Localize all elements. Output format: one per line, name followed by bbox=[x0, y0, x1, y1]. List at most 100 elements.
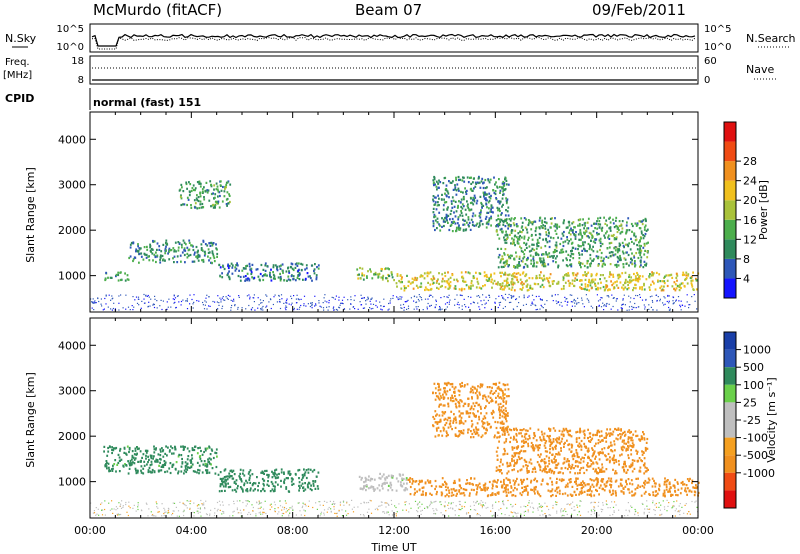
data-cell bbox=[640, 249, 643, 252]
data-cell bbox=[210, 192, 213, 196]
noise-right-tick-top: 10^5 bbox=[704, 24, 731, 35]
data-cell bbox=[632, 286, 635, 290]
data-cell bbox=[196, 452, 199, 455]
scatter-cell bbox=[593, 512, 596, 515]
data-cell bbox=[501, 182, 504, 185]
data-cell bbox=[646, 250, 649, 253]
data-cell bbox=[528, 461, 531, 464]
scatter-cell bbox=[672, 300, 674, 302]
scatter-cell bbox=[681, 506, 683, 508]
data-cell bbox=[594, 238, 597, 241]
scatter-cell bbox=[520, 506, 522, 508]
data-cell bbox=[432, 225, 435, 228]
data-cell bbox=[391, 273, 393, 276]
data-cell bbox=[627, 287, 630, 290]
data-cell bbox=[200, 449, 202, 453]
data-cell bbox=[543, 259, 545, 262]
scatter-cell bbox=[512, 515, 514, 517]
data-cell bbox=[503, 273, 505, 276]
data-cell bbox=[397, 480, 400, 483]
scatter-cell bbox=[430, 502, 432, 504]
data-cell bbox=[479, 272, 482, 275]
data-cell bbox=[683, 273, 686, 276]
scatter-cell bbox=[104, 508, 106, 511]
data-cell bbox=[465, 284, 468, 287]
scatter-cell bbox=[363, 515, 365, 517]
data-cell bbox=[283, 481, 286, 485]
data-cell bbox=[366, 275, 368, 278]
data-cell bbox=[447, 214, 450, 217]
data-cell bbox=[187, 455, 190, 458]
data-cell bbox=[497, 281, 499, 284]
data-cell bbox=[251, 263, 254, 266]
data-cell bbox=[460, 210, 462, 213]
scatter-cell bbox=[167, 512, 169, 514]
scatter-cell bbox=[480, 300, 482, 302]
data-cell bbox=[531, 221, 533, 224]
scatter-cell bbox=[245, 308, 247, 310]
data-cell bbox=[450, 223, 453, 226]
data-cell bbox=[634, 488, 637, 491]
scatter-cell bbox=[395, 515, 397, 517]
scatter-cell bbox=[111, 309, 113, 311]
data-cell bbox=[610, 234, 613, 237]
data-cell bbox=[490, 275, 492, 278]
scatter-cell bbox=[156, 300, 158, 302]
data-cell bbox=[516, 488, 518, 491]
data-cell bbox=[511, 494, 514, 497]
data-cell bbox=[191, 457, 194, 460]
scatter-cell bbox=[378, 505, 380, 507]
scatter-cell bbox=[494, 301, 496, 303]
data-cell bbox=[309, 487, 312, 491]
data-cell bbox=[491, 492, 494, 495]
data-cell bbox=[559, 242, 562, 246]
scatter-cell bbox=[218, 304, 220, 306]
scatter-cell bbox=[600, 297, 602, 299]
scatter-cell bbox=[289, 512, 291, 514]
scatter-cell bbox=[107, 306, 109, 308]
data-cell bbox=[513, 265, 515, 268]
data-cell bbox=[298, 477, 300, 480]
data-cell bbox=[537, 283, 540, 286]
data-cell bbox=[409, 477, 412, 480]
data-cell bbox=[597, 255, 600, 258]
data-cell bbox=[370, 477, 372, 480]
scatter-cell bbox=[307, 303, 309, 305]
scatter-cell bbox=[575, 300, 577, 302]
scatter-cell bbox=[459, 500, 461, 503]
data-cell bbox=[300, 268, 303, 272]
data-cell bbox=[503, 239, 506, 242]
data-cell bbox=[595, 488, 597, 492]
data-cell bbox=[579, 483, 582, 486]
data-cell bbox=[109, 276, 112, 279]
scatter-cell bbox=[450, 502, 452, 504]
scatter-cell bbox=[302, 502, 304, 504]
data-cell bbox=[639, 236, 642, 239]
data-cell bbox=[218, 490, 221, 493]
data-cell bbox=[617, 277, 620, 280]
data-cell bbox=[639, 240, 641, 243]
scatter-cell bbox=[648, 308, 650, 310]
scatter-cell bbox=[198, 300, 200, 302]
scatter-cell bbox=[385, 506, 387, 508]
scatter-cell bbox=[322, 302, 324, 304]
scatter-cell bbox=[386, 502, 388, 504]
scatter-cell bbox=[577, 297, 579, 299]
scatter-cell bbox=[108, 294, 110, 296]
data-cell bbox=[663, 276, 665, 279]
data-cell bbox=[550, 222, 553, 225]
data-cell bbox=[653, 482, 656, 485]
data-cell bbox=[506, 494, 508, 497]
scatter-cell bbox=[122, 506, 124, 508]
data-cell bbox=[232, 469, 235, 472]
data-cell bbox=[681, 273, 684, 277]
data-cell bbox=[112, 447, 115, 450]
data-cell bbox=[551, 483, 554, 486]
data-cell bbox=[495, 282, 498, 285]
scatter-cell bbox=[686, 294, 688, 296]
scatter-cell bbox=[678, 511, 680, 513]
data-cell bbox=[263, 274, 265, 277]
data-cell bbox=[242, 469, 245, 472]
scatter-cell bbox=[502, 307, 504, 309]
scatter-cell bbox=[624, 304, 626, 306]
